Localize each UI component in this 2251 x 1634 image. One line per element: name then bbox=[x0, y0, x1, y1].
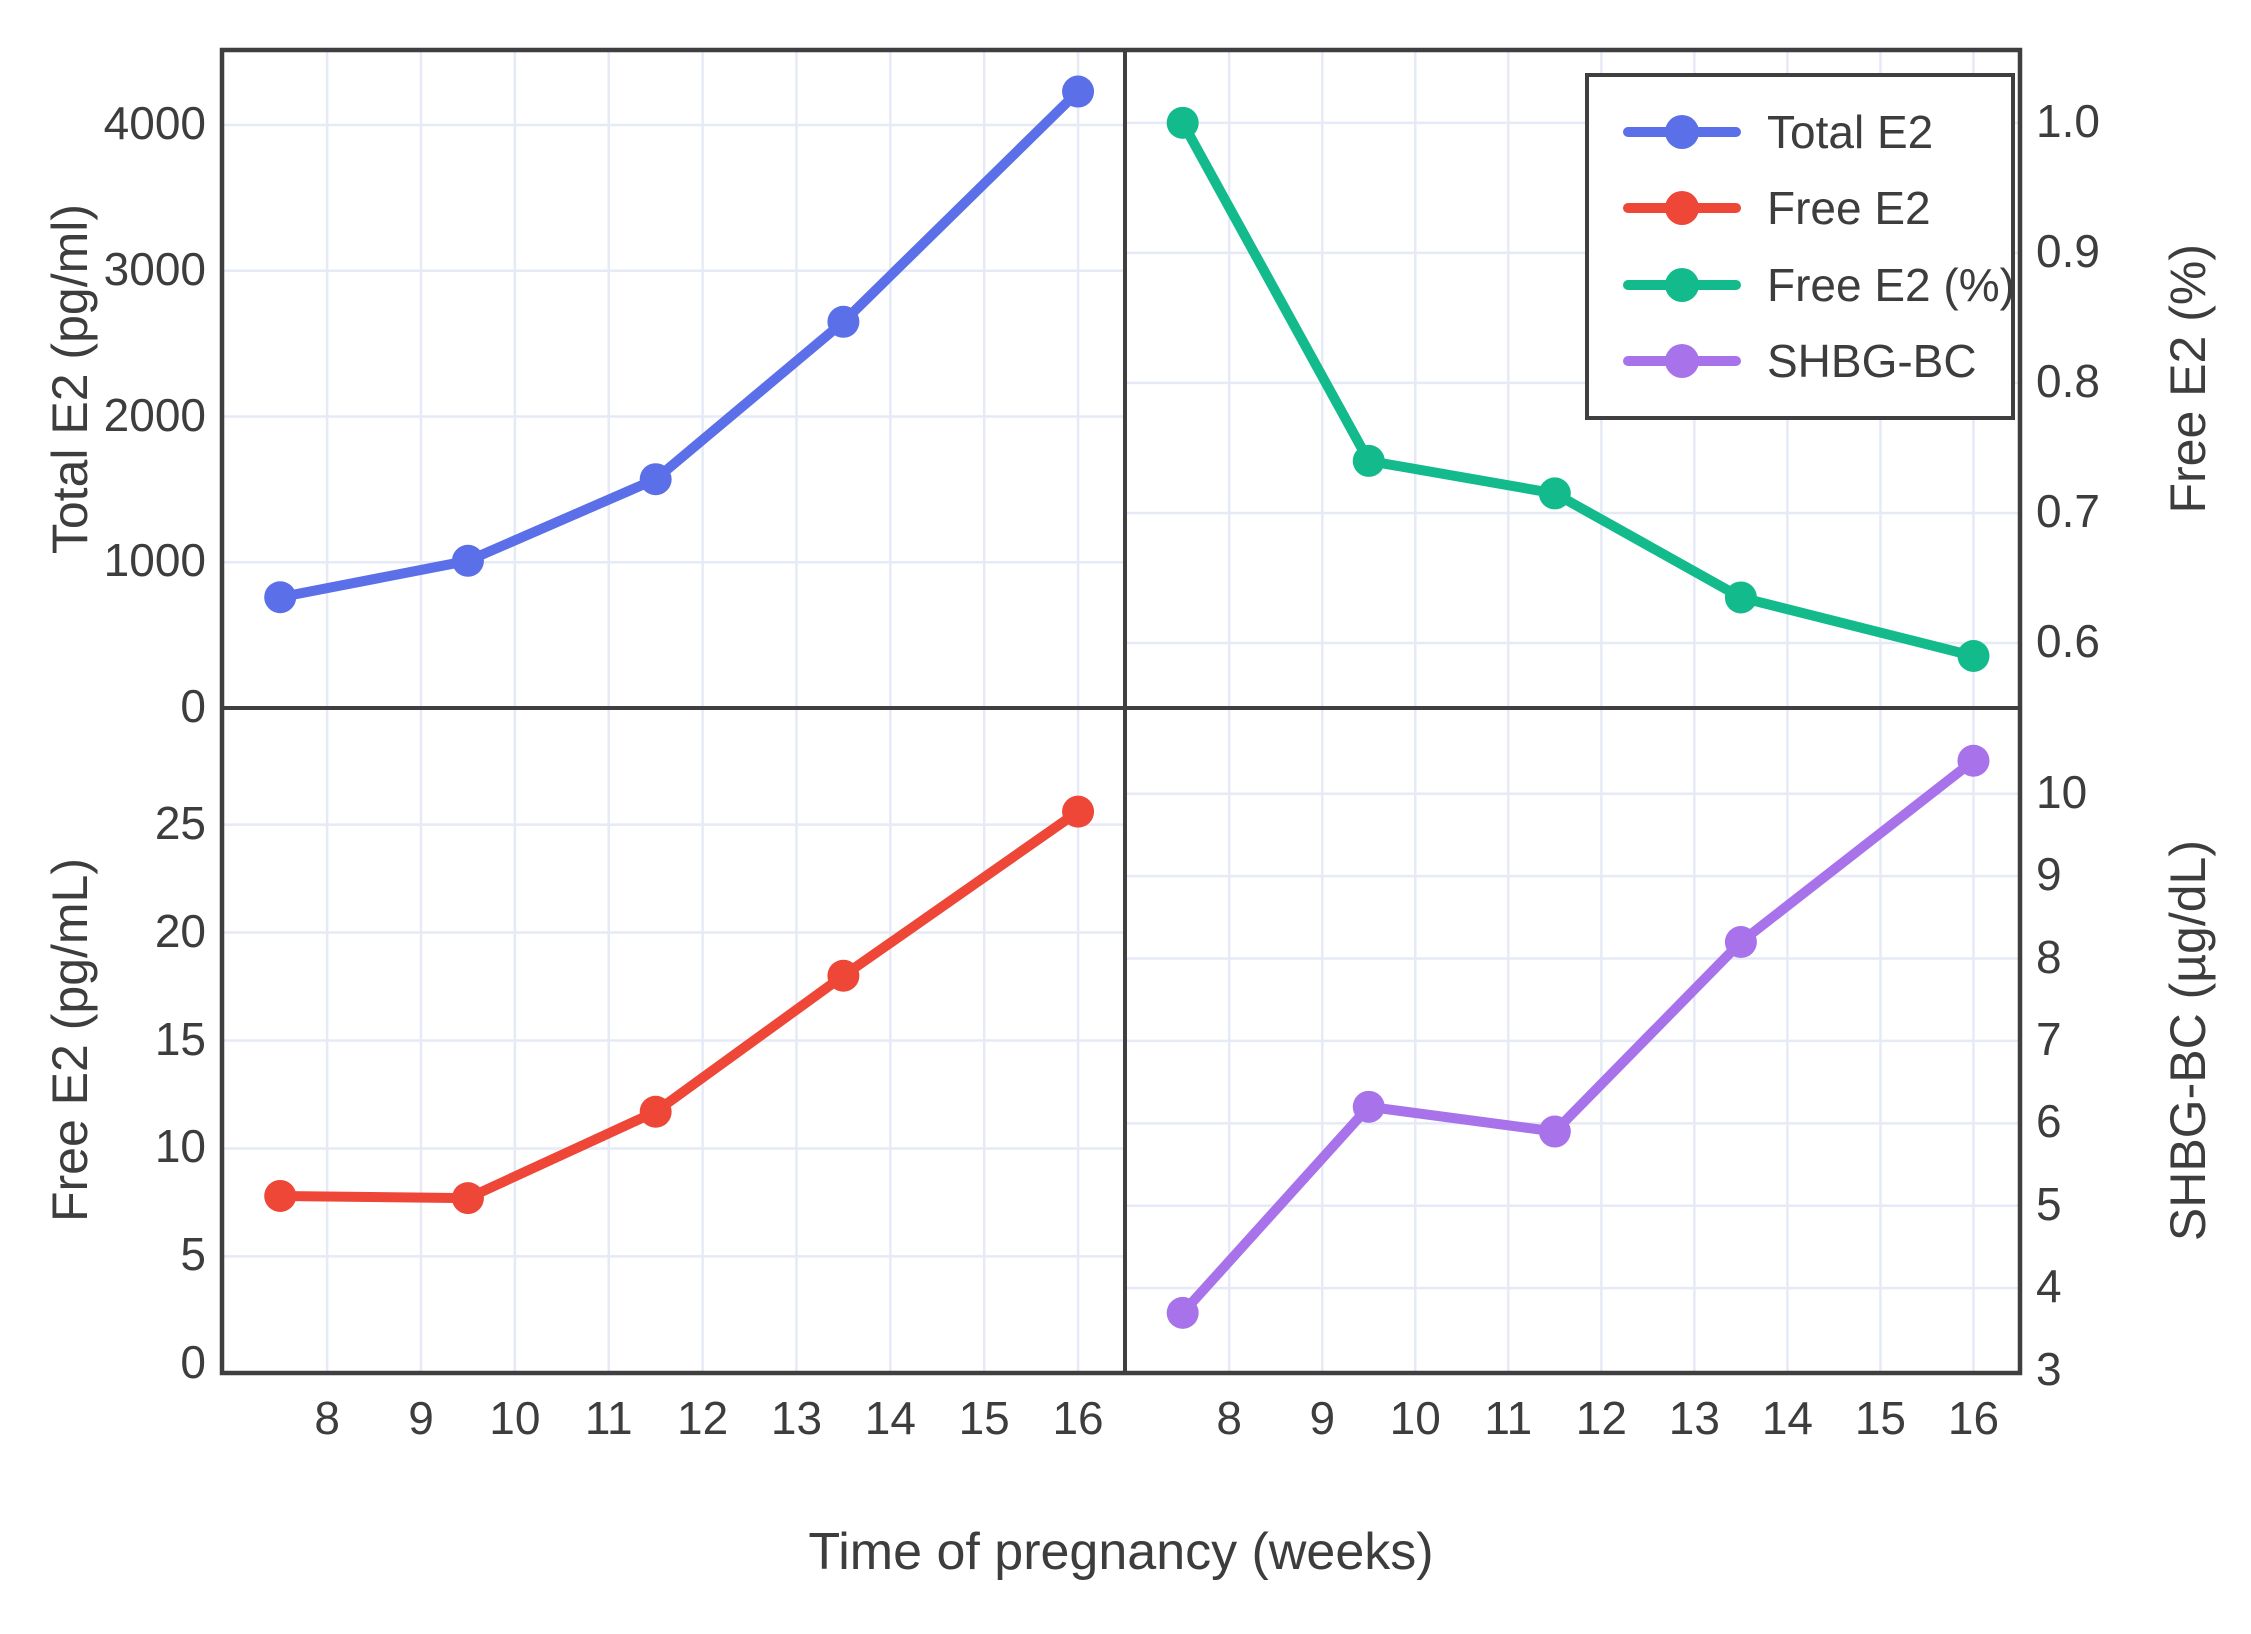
data-point-top-left bbox=[827, 305, 860, 338]
x-tick-label-bottom-left: 11 bbox=[584, 1392, 633, 1444]
x-tick-label-bottom-right: 16 bbox=[1947, 1392, 2000, 1444]
data-point-bottom-left bbox=[639, 1095, 672, 1128]
y-tick-label-top-right: 1.0 bbox=[2036, 94, 2100, 147]
y-axis-title-total-e2-text: Total E2 (pg/ml) bbox=[42, 203, 98, 555]
x-tick-label-bottom-right: 15 bbox=[1854, 1392, 1907, 1444]
legend-label: Total E2 bbox=[1767, 106, 1934, 159]
x-tick-label-bottom-right: 10 bbox=[1389, 1392, 1441, 1444]
y-tick-label-bottom-left: 5 bbox=[180, 1228, 206, 1281]
y-axis-title-free-e2-text: Free E2 (pg/mL) bbox=[42, 858, 98, 1223]
data-point-bottom-left bbox=[451, 1182, 484, 1215]
plot-outer-border bbox=[219, 47, 2023, 1376]
data-point-top-left bbox=[264, 581, 297, 614]
data-point-bottom-right bbox=[1352, 1090, 1385, 1123]
data-point-top-right bbox=[1724, 581, 1757, 614]
data-point-bottom-right bbox=[1724, 926, 1757, 959]
y-tick-label-top-right: 0.9 bbox=[2036, 224, 2100, 277]
y-tick-label-bottom-left: 20 bbox=[154, 904, 206, 957]
panel-frame-layer bbox=[219, 47, 2023, 1376]
data-point-bottom-left bbox=[827, 959, 860, 992]
y-tick-label-bottom-right: 4 bbox=[2036, 1260, 2062, 1313]
series-line-bottom-right bbox=[1177, 755, 1979, 1318]
data-point-bottom-right bbox=[1957, 744, 1990, 777]
x-tick-label-bottom-right: 13 bbox=[1668, 1392, 1720, 1444]
x-tick-label-bottom-left: 12 bbox=[677, 1392, 729, 1444]
y-tick-label-bottom-right: 7 bbox=[2036, 1012, 2062, 1065]
y-tick-label-bottom-right: 9 bbox=[2036, 848, 2062, 901]
y-tick-label-top-left: 0 bbox=[180, 680, 206, 732]
y-tick-label-bottom-right: 3 bbox=[2036, 1342, 2062, 1395]
y-tick-label-top-left: 3000 bbox=[103, 242, 206, 295]
x-tick-label-bottom-left: 16 bbox=[1052, 1392, 1104, 1444]
x-tick-label-bottom-left: 13 bbox=[770, 1392, 823, 1444]
data-point-top-right bbox=[1352, 444, 1385, 477]
x-tick-label-bottom-left: 9 bbox=[408, 1392, 434, 1444]
x-tick-label-bottom-right: 14 bbox=[1761, 1392, 1813, 1444]
y-tick-label-bottom-left: 0 bbox=[180, 1336, 206, 1389]
y-axis-title-shbg-bc: SHBG-BC (µg/dL) bbox=[2148, 708, 2228, 1373]
legend-line-dot-icon bbox=[1623, 265, 1741, 305]
gridlines-layer bbox=[222, 50, 2020, 1373]
y-tick-label-bottom-right: 10 bbox=[2036, 765, 2088, 818]
y-tick-label-bottom-right: 8 bbox=[2036, 930, 2062, 983]
y-axis-title-free-e2-pct: Free E2 (%) bbox=[2148, 50, 2228, 708]
series-line-bottom-left bbox=[275, 806, 1084, 1204]
x-axis-title: Time of pregnancy (weeks) bbox=[808, 1523, 1434, 1581]
y-tick-label-top-left: 1000 bbox=[103, 534, 206, 587]
data-point-bottom-right bbox=[1166, 1296, 1199, 1329]
data-point-top-right bbox=[1538, 477, 1571, 510]
series-layer bbox=[264, 75, 1990, 1329]
y-tick-label-top-right: 0.8 bbox=[2036, 354, 2100, 407]
legend-marker-dot bbox=[1665, 115, 1699, 150]
legend-entry: Free E2 (%) bbox=[1623, 258, 2015, 312]
y-tick-label-top-right: 0.7 bbox=[2036, 484, 2100, 537]
data-point-top-left bbox=[639, 463, 672, 496]
data-point-bottom-right bbox=[1538, 1115, 1571, 1148]
data-point-bottom-left bbox=[1062, 795, 1095, 828]
y-tick-label-bottom-left: 15 bbox=[154, 1012, 206, 1065]
legend-marker-dot bbox=[1665, 343, 1699, 378]
legend-entry: SHBG-BC bbox=[1623, 334, 2011, 388]
legend-marker-dot bbox=[1665, 267, 1699, 302]
data-point-top-right bbox=[1957, 639, 1990, 672]
y-axis-title-shbg-bc-text: SHBG-BC (µg/dL) bbox=[2160, 839, 2216, 1242]
y-tick-label-bottom-right: 6 bbox=[2036, 1095, 2062, 1148]
x-tick-label-bottom-left: 15 bbox=[958, 1392, 1010, 1444]
x-tick-label-bottom-right: 11 bbox=[1484, 1392, 1533, 1444]
y-tick-label-bottom-right: 5 bbox=[2036, 1177, 2062, 1230]
y-axis-title-total-e2: Total E2 (pg/ml) bbox=[30, 50, 110, 708]
y-tick-label-bottom-left: 25 bbox=[154, 796, 206, 849]
data-point-top-right bbox=[1166, 106, 1199, 139]
x-tick-label-bottom-right: 12 bbox=[1575, 1392, 1627, 1444]
legend-line-dot-icon bbox=[1623, 112, 1741, 152]
legend-label: Free E2 bbox=[1767, 182, 1931, 235]
legend-entry: Free E2 bbox=[1623, 181, 2011, 235]
x-tick-label-bottom-left: 8 bbox=[314, 1392, 340, 1444]
y-tick-label-top-left: 2000 bbox=[103, 388, 206, 441]
y-tick-label-top-right: 0.6 bbox=[2036, 614, 2100, 667]
series-line-top-left bbox=[275, 86, 1084, 603]
legend-line-dot-icon bbox=[1623, 188, 1741, 228]
x-tick-label-bottom-right: 8 bbox=[1216, 1392, 1242, 1444]
data-point-bottom-left bbox=[264, 1179, 297, 1212]
legend-box: Total E2 Free E2 Free E2 (%) SHBG-BC bbox=[1585, 73, 2015, 420]
x-tick-label-bottom-right: 9 bbox=[1309, 1392, 1336, 1444]
legend-label: SHBG-BC bbox=[1767, 334, 1977, 387]
y-axis-title-free-e2-pct-text: Free E2 (%) bbox=[2160, 244, 2216, 514]
x-tick-label-bottom-left: 14 bbox=[864, 1392, 916, 1444]
legend-label: Free E2 (%) bbox=[1767, 258, 2015, 311]
y-tick-label-top-left: 4000 bbox=[103, 97, 206, 150]
legend-marker-dot bbox=[1665, 191, 1699, 226]
legend-line-dot-icon bbox=[1623, 341, 1741, 381]
legend-entry: Total E2 bbox=[1623, 105, 2011, 159]
x-tick-label-bottom-left: 10 bbox=[489, 1392, 541, 1444]
data-point-top-left bbox=[1062, 75, 1095, 108]
y-axis-title-free-e2: Free E2 (pg/mL) bbox=[30, 708, 110, 1373]
data-point-top-left bbox=[451, 544, 484, 577]
y-tick-label-bottom-left: 10 bbox=[154, 1120, 206, 1173]
